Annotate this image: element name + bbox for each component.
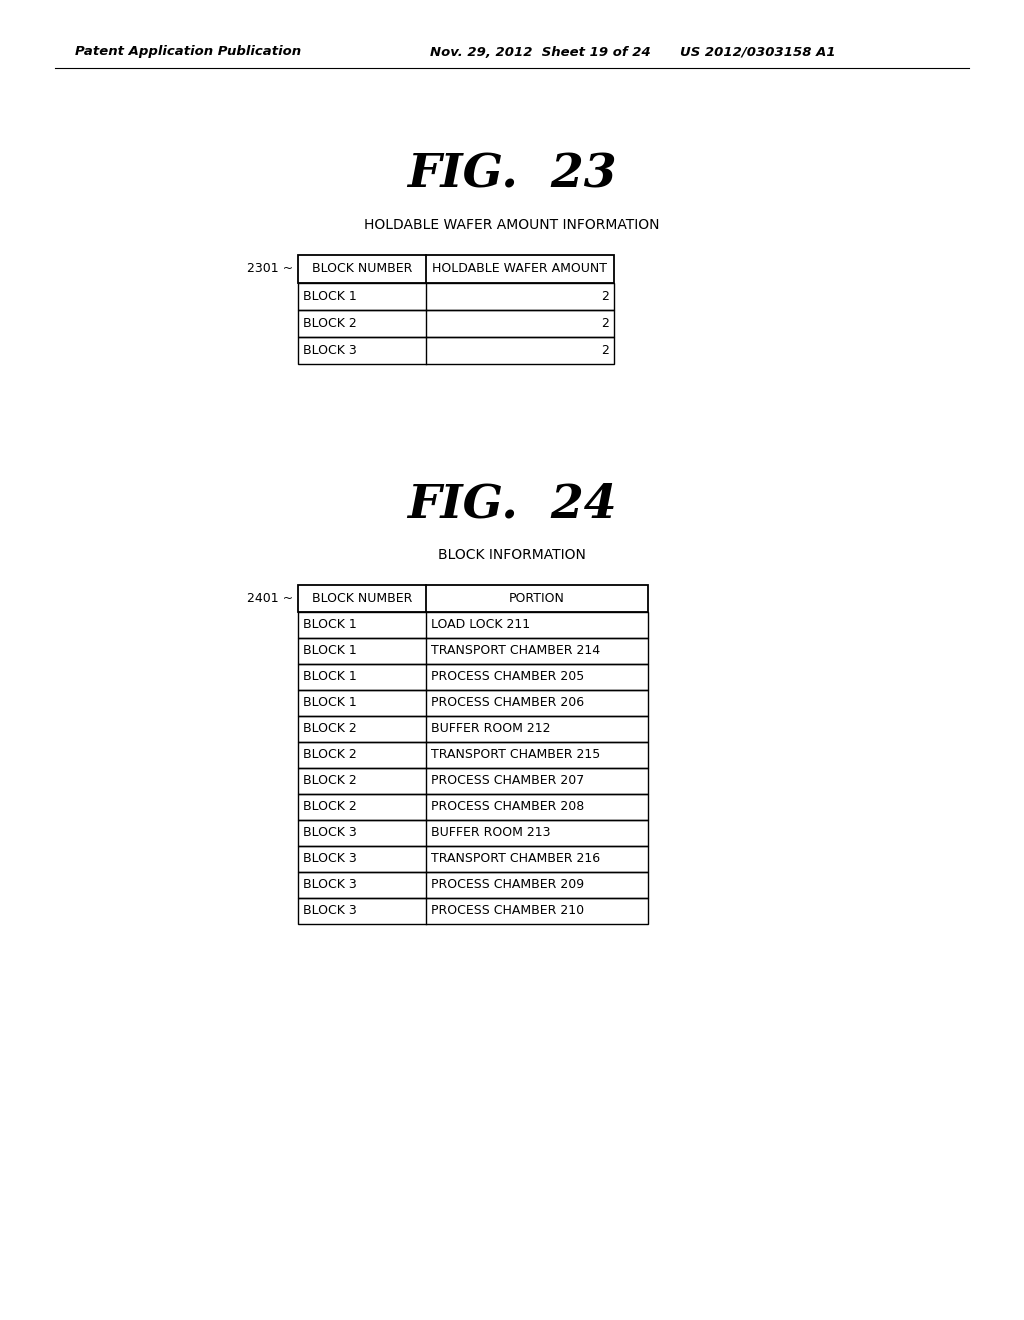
Text: PROCESS CHAMBER 208: PROCESS CHAMBER 208 (431, 800, 585, 813)
Text: BLOCK 2: BLOCK 2 (303, 775, 356, 788)
Text: BLOCK 2: BLOCK 2 (303, 748, 356, 762)
Text: BLOCK 2: BLOCK 2 (303, 317, 356, 330)
Text: PROCESS CHAMBER 207: PROCESS CHAMBER 207 (431, 775, 585, 788)
Text: BLOCK NUMBER: BLOCK NUMBER (312, 263, 413, 276)
Text: BUFFER ROOM 212: BUFFER ROOM 212 (431, 722, 551, 735)
Text: PROCESS CHAMBER 209: PROCESS CHAMBER 209 (431, 879, 584, 891)
Text: 2: 2 (601, 345, 609, 356)
Text: PORTION: PORTION (509, 591, 565, 605)
Bar (298, 310, 614, 337)
Text: TRANSPORT CHAMBER 214: TRANSPORT CHAMBER 214 (431, 644, 600, 657)
Bar (298, 795, 648, 820)
Bar (298, 337, 614, 364)
Text: BUFFER ROOM 213: BUFFER ROOM 213 (431, 826, 551, 840)
Bar (298, 820, 648, 846)
Text: 2: 2 (601, 317, 609, 330)
Bar (298, 282, 614, 310)
Text: BLOCK 3: BLOCK 3 (303, 879, 356, 891)
Bar (298, 768, 648, 795)
Text: TRANSPORT CHAMBER 216: TRANSPORT CHAMBER 216 (431, 853, 600, 866)
Bar (298, 846, 648, 873)
Text: BLOCK NUMBER: BLOCK NUMBER (312, 591, 413, 605)
Text: BLOCK 1: BLOCK 1 (303, 697, 356, 710)
Text: 2401 ~: 2401 ~ (247, 591, 293, 605)
Text: BLOCK INFORMATION: BLOCK INFORMATION (438, 548, 586, 562)
Bar (298, 873, 648, 898)
Bar (298, 715, 648, 742)
Text: Nov. 29, 2012  Sheet 19 of 24: Nov. 29, 2012 Sheet 19 of 24 (430, 45, 650, 58)
Bar (298, 690, 648, 715)
Text: TRANSPORT CHAMBER 215: TRANSPORT CHAMBER 215 (431, 748, 600, 762)
Text: Patent Application Publication: Patent Application Publication (75, 45, 301, 58)
Text: US 2012/0303158 A1: US 2012/0303158 A1 (680, 45, 836, 58)
Bar (298, 585, 648, 612)
Text: BLOCK 1: BLOCK 1 (303, 671, 356, 684)
Text: BLOCK 1: BLOCK 1 (303, 619, 356, 631)
Bar (298, 664, 648, 690)
Text: BLOCK 2: BLOCK 2 (303, 800, 356, 813)
Text: BLOCK 2: BLOCK 2 (303, 722, 356, 735)
Text: BLOCK 3: BLOCK 3 (303, 904, 356, 917)
Text: HOLDABLE WAFER AMOUNT INFORMATION: HOLDABLE WAFER AMOUNT INFORMATION (365, 218, 659, 232)
Text: FIG.  23: FIG. 23 (408, 152, 616, 198)
Text: BLOCK 3: BLOCK 3 (303, 853, 356, 866)
Text: LOAD LOCK 211: LOAD LOCK 211 (431, 619, 530, 631)
Text: HOLDABLE WAFER AMOUNT: HOLDABLE WAFER AMOUNT (432, 263, 607, 276)
Text: 2: 2 (601, 290, 609, 304)
Text: FIG.  24: FIG. 24 (408, 482, 616, 528)
Text: BLOCK 3: BLOCK 3 (303, 826, 356, 840)
Text: PROCESS CHAMBER 210: PROCESS CHAMBER 210 (431, 904, 584, 917)
Text: 2301 ~: 2301 ~ (247, 263, 293, 276)
Text: PROCESS CHAMBER 205: PROCESS CHAMBER 205 (431, 671, 585, 684)
Bar (298, 742, 648, 768)
Text: PROCESS CHAMBER 206: PROCESS CHAMBER 206 (431, 697, 584, 710)
Text: BLOCK 3: BLOCK 3 (303, 345, 356, 356)
Bar (298, 638, 648, 664)
Text: BLOCK 1: BLOCK 1 (303, 290, 356, 304)
Bar (298, 255, 614, 282)
Text: BLOCK 1: BLOCK 1 (303, 644, 356, 657)
Bar (298, 898, 648, 924)
Bar (298, 612, 648, 638)
